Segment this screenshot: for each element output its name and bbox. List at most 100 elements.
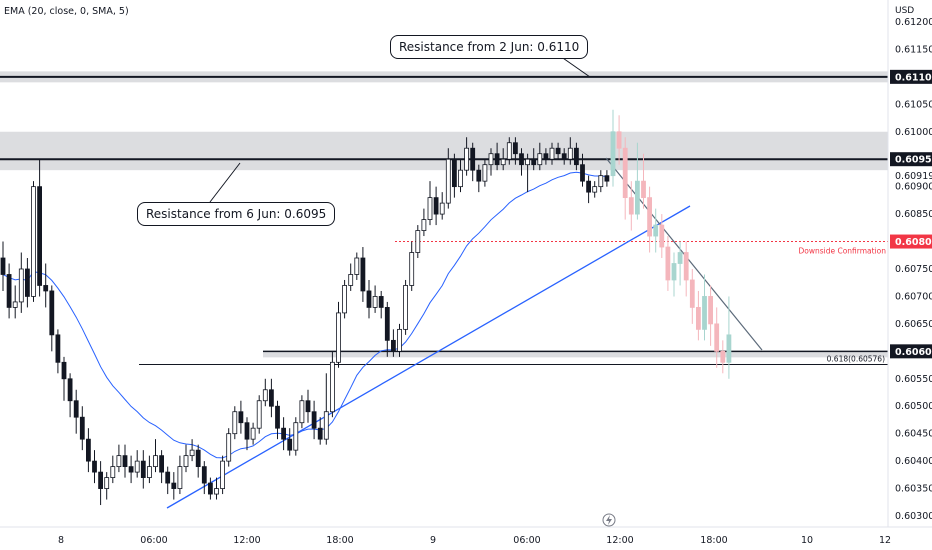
projected-candle[interactable]: [610, 109, 616, 187]
candle[interactable]: [86, 428, 91, 473]
candle[interactable]: [238, 400, 244, 434]
candle[interactable]: [555, 142, 561, 160]
projected-candle[interactable]: [635, 142, 640, 220]
projected-candle[interactable]: [696, 290, 701, 341]
projected-candle[interactable]: [671, 252, 677, 297]
projected-candle[interactable]: [720, 340, 726, 374]
candle[interactable]: [244, 417, 250, 451]
candle[interactable]: [110, 455, 116, 484]
candle[interactable]: [336, 301, 341, 368]
candle[interactable]: [287, 428, 293, 456]
candle[interactable]: [262, 378, 268, 407]
candle[interactable]: [409, 241, 415, 291]
candle[interactable]: [250, 422, 256, 445]
candle[interactable]: [537, 142, 543, 171]
candle[interactable]: [220, 455, 226, 495]
candle[interactable]: [67, 373, 73, 418]
candle[interactable]: [574, 142, 579, 171]
candle[interactable]: [275, 400, 280, 440]
candle[interactable]: [433, 186, 439, 226]
candle[interactable]: [366, 279, 372, 319]
candle[interactable]: [122, 444, 128, 478]
candle[interactable]: [403, 279, 409, 335]
candle[interactable]: [159, 450, 165, 484]
projected-candle[interactable]: [628, 181, 634, 231]
candle[interactable]: [153, 439, 158, 473]
candle[interactable]: [482, 159, 488, 187]
candle[interactable]: [567, 137, 573, 165]
candle[interactable]: [476, 164, 482, 193]
candle[interactable]: [293, 417, 299, 456]
candle[interactable]: [79, 406, 85, 451]
candle[interactable]: [104, 472, 110, 500]
candle[interactable]: [55, 329, 61, 374]
candle[interactable]: [226, 428, 232, 467]
projected-candle[interactable]: [653, 208, 659, 253]
candle[interactable]: [49, 285, 55, 352]
candle[interactable]: [256, 395, 262, 434]
candle[interactable]: [37, 159, 42, 297]
projected-candle[interactable]: [647, 186, 652, 253]
candle[interactable]: [506, 137, 512, 165]
candle[interactable]: [92, 450, 97, 484]
uptrend-line[interactable]: [166, 205, 691, 509]
candle[interactable]: [342, 279, 348, 319]
candle[interactable]: [445, 148, 451, 209]
projected-candle[interactable]: [683, 241, 689, 297]
projected-candle[interactable]: [708, 285, 713, 346]
projected-candle[interactable]: [641, 153, 646, 209]
candle[interactable]: [268, 378, 274, 418]
candle[interactable]: [165, 466, 171, 495]
candle[interactable]: [116, 444, 122, 473]
candle[interactable]: [378, 290, 384, 319]
candle[interactable]: [488, 148, 494, 176]
candle[interactable]: [360, 247, 366, 302]
candle[interactable]: [543, 148, 549, 165]
candle[interactable]: [183, 444, 189, 473]
candle[interactable]: [6, 263, 12, 319]
projected-candle[interactable]: [616, 115, 622, 165]
candle[interactable]: [354, 252, 360, 280]
candle[interactable]: [18, 252, 24, 313]
candle[interactable]: [439, 192, 445, 220]
candle[interactable]: [451, 153, 457, 198]
projected-candle[interactable]: [665, 236, 671, 291]
candle[interactable]: [372, 285, 378, 313]
candle[interactable]: [421, 208, 427, 237]
candle[interactable]: [390, 329, 396, 357]
candle[interactable]: [604, 170, 610, 187]
candle[interactable]: [305, 389, 311, 423]
projected-candle[interactable]: [677, 241, 683, 286]
candle[interactable]: [317, 417, 323, 445]
candle[interactable]: [561, 148, 567, 165]
candle[interactable]: [189, 439, 195, 462]
candle[interactable]: [397, 323, 402, 357]
projected-candle[interactable]: [714, 307, 720, 368]
candle[interactable]: [232, 406, 238, 440]
candle[interactable]: [134, 450, 140, 478]
candle[interactable]: [201, 461, 207, 495]
candle[interactable]: [427, 181, 433, 226]
ema-line[interactable]: [2, 171, 607, 459]
candle[interactable]: [214, 477, 219, 500]
candle[interactable]: [598, 170, 604, 193]
candle[interactable]: [24, 258, 30, 308]
projected-candle[interactable]: [689, 268, 695, 324]
candle[interactable]: [494, 142, 500, 171]
candle[interactable]: [348, 263, 354, 291]
candle[interactable]: [207, 477, 213, 500]
candle[interactable]: [586, 175, 591, 204]
candle[interactable]: [519, 148, 524, 176]
candle[interactable]: [464, 137, 470, 176]
candle[interactable]: [98, 461, 103, 506]
candle[interactable]: [281, 417, 287, 451]
candle[interactable]: [128, 455, 134, 484]
candle[interactable]: [580, 153, 585, 187]
candle[interactable]: [61, 356, 67, 401]
candle[interactable]: [329, 351, 335, 418]
candle[interactable]: [525, 153, 530, 193]
candle[interactable]: [73, 389, 79, 434]
candle[interactable]: [140, 450, 146, 489]
candle[interactable]: [323, 373, 329, 445]
candle[interactable]: [195, 444, 201, 478]
